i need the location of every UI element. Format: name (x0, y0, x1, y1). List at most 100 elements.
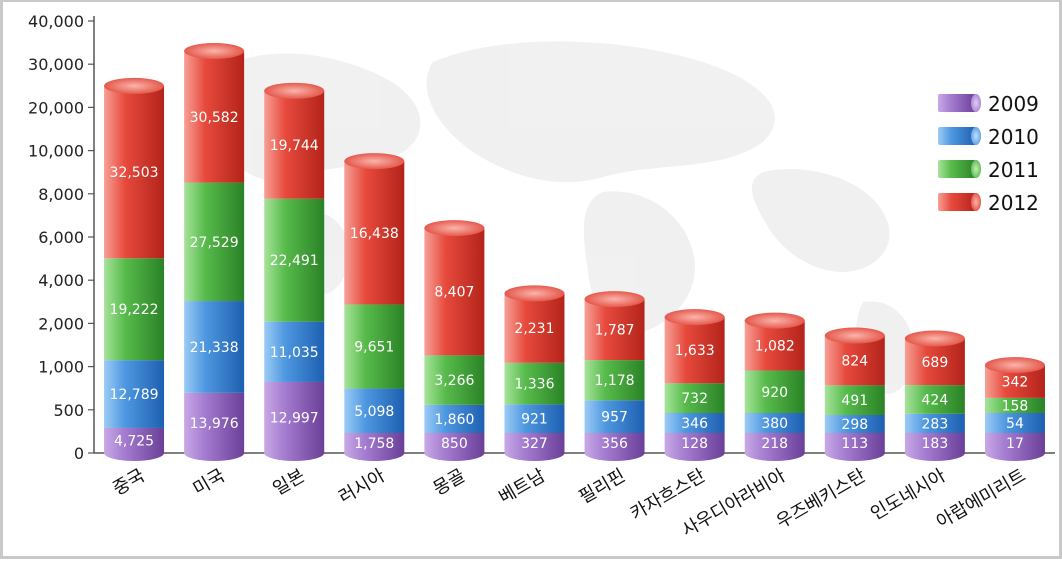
bar-사우디아라비아: 218 380 920 1,082 (744, 312, 805, 461)
bar-value-label: 19,744 (270, 138, 319, 154)
y-axis-ticks: 0 500 1,000 2,000 4,000 6,000 8,000 10,000 20,00… (28, 12, 94, 463)
legend-swatch (938, 160, 976, 178)
bar-base-ellipse (664, 445, 725, 461)
bar-value-label: 183 (922, 436, 949, 452)
bar-value-label: 17 (1006, 436, 1024, 452)
x-category-label: 베트남 (495, 465, 549, 508)
bar-몽골: 850 1,860 3,266 8,407 (424, 220, 485, 461)
bar-value-label: 380 (761, 416, 788, 432)
bar-top-cap (424, 220, 485, 237)
bar-value-label: 158 (1002, 398, 1029, 414)
bar-base-ellipse (744, 445, 805, 461)
bar-segment-2012 (744, 320, 805, 371)
bar-value-label: 30,582 (190, 110, 239, 126)
bar-base-ellipse (904, 445, 965, 461)
bar-value-label: 1,082 (755, 339, 795, 355)
bar-segment-2012 (344, 161, 405, 305)
bar-value-label: 3,266 (434, 373, 474, 389)
bar-segment-2012 (664, 317, 725, 384)
bar-segment-2010 (184, 301, 245, 393)
legend-item-2009: 2009 (938, 92, 1039, 116)
bar-value-label: 11,035 (270, 345, 319, 361)
bar-base-ellipse (584, 445, 645, 461)
bar-value-label: 128 (681, 436, 708, 452)
bar-segment-2011 (824, 385, 885, 415)
legend-label: 2012 (988, 191, 1039, 215)
legend-swatch (938, 193, 976, 211)
bar-top-cap (584, 291, 645, 308)
legend-item-2010: 2010 (938, 125, 1039, 149)
bar-value-label: 16,438 (350, 226, 399, 242)
bar-segment-2010 (984, 413, 1045, 433)
bar-베트남: 327 921 1,336 2,231 (504, 285, 565, 461)
bar-segment-2010 (904, 413, 965, 433)
bar-value-label: 4,725 (114, 433, 154, 449)
bar-value-label: 491 (841, 393, 868, 409)
bar-value-label: 327 (521, 436, 548, 452)
bar-중국: 4,725 12,789 19,222 32,503 (104, 77, 165, 461)
bar-segment-2011 (504, 362, 565, 405)
bar-인도네시아: 183 283 424 689 (904, 330, 965, 461)
legend-swatch-cap (971, 160, 981, 178)
bar-value-label: 283 (922, 416, 949, 432)
bar-segment-2010 (744, 413, 805, 433)
bar-segment-2010 (104, 360, 165, 428)
bar-value-label: 1,758 (354, 436, 394, 452)
bar-value-label: 8,407 (434, 285, 474, 301)
bar-value-label: 9,651 (354, 340, 394, 356)
bar-segment-2011 (344, 304, 405, 389)
x-axis-labels: 중국 미국 일본 러시아 몽골 베트남 필리핀카자흐스탄사우디아라비아우즈베키스탄인도네시아… (109, 465, 1029, 541)
y-tick-label: 1,000 (38, 358, 84, 377)
bar-value-label: 32,503 (110, 165, 159, 181)
bar-value-label: 12,997 (270, 410, 319, 426)
legend-swatch-cap (971, 127, 981, 145)
bar-value-label: 27,529 (190, 235, 239, 251)
bar-러시아: 1,758 5,098 9,651 16,438 (344, 153, 405, 461)
bar-value-label: 342 (1002, 375, 1029, 391)
x-category-label: 몽골 (430, 465, 469, 500)
bar-segment-2011 (664, 383, 725, 413)
x-category-label: 일본 (270, 465, 309, 500)
bar-value-label: 22,491 (270, 253, 319, 269)
legend-label: 2011 (988, 158, 1039, 182)
bar-segment-2010 (424, 404, 485, 433)
x-category-label: 우즈베키스탄 (773, 465, 870, 533)
bar-value-label: 1,336 (514, 377, 554, 393)
bar-value-label: 1,787 (594, 323, 634, 339)
legend: 2009 2010 2011 2012 (938, 92, 1039, 215)
bar-segment-2010 (664, 413, 725, 433)
bar-segment-2010 (824, 414, 885, 433)
bar-top-cap (264, 82, 325, 99)
bar-segment-2011 (184, 182, 245, 302)
legend-swatch (938, 127, 976, 145)
x-category-label: 미국 (189, 465, 228, 500)
bar-segment-2010 (584, 400, 645, 433)
y-tick-label: 8,000 (38, 185, 84, 204)
bar-value-label: 346 (681, 416, 708, 432)
bar-value-label: 921 (521, 412, 548, 428)
bar-segment-2010 (264, 321, 325, 382)
bar-segment-2011 (264, 198, 325, 322)
bar-value-label: 356 (601, 436, 628, 452)
bar-우즈베키스탄: 113 298 491 824 (824, 327, 885, 461)
bar-value-label: 298 (841, 417, 868, 433)
bar-value-label: 424 (922, 392, 949, 408)
bar-segment-2012 (184, 51, 245, 183)
x-category-label: 필리핀 (576, 465, 630, 508)
y-tick-label: 10,000 (28, 142, 84, 161)
bar-base-ellipse (424, 445, 485, 461)
bar-value-label: 689 (922, 355, 949, 371)
bar-value-label: 1,860 (434, 412, 474, 428)
bar-segment-2011 (584, 360, 645, 401)
y-tick-label: 40,000 (28, 12, 84, 31)
bar-value-label: 13,976 (190, 416, 239, 432)
bar-base-ellipse (344, 445, 405, 461)
bar-base-ellipse (504, 445, 565, 461)
bar-value-label: 19,222 (110, 302, 159, 318)
bar-value-label: 21,338 (190, 340, 239, 356)
y-tick-label: 4,000 (38, 271, 84, 290)
bar-segment-2009 (264, 381, 325, 453)
y-tick-label: 0 (74, 444, 84, 463)
legend-swatch-cap (971, 193, 981, 211)
